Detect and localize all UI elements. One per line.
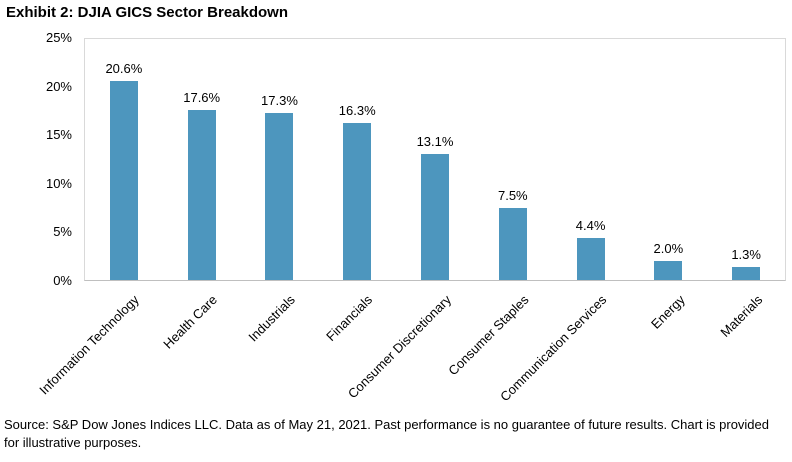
plot-slots: 20.6% 17.6% 17.3% 16.3% 13.1% 7.5% 4.4% 2.0% 1.3…: [85, 39, 785, 280]
bar-value-label: 7.5%: [497, 187, 528, 203]
bar-value-label: 17.6%: [183, 90, 221, 106]
bar-value-label: 20.6%: [105, 61, 143, 77]
bar-value-label: 2.0%: [653, 240, 684, 256]
bar-value-label: 4.4%: [575, 217, 606, 233]
bar-slot: 13.1%: [396, 39, 474, 280]
bar: [109, 81, 138, 280]
x-axis-label: Financials: [323, 292, 376, 344]
y-axis-tick-label: 25%: [45, 30, 72, 45]
x-axis-label: Energy: [647, 292, 688, 332]
bar: [265, 113, 294, 280]
bar-slot: 17.6%: [163, 39, 241, 280]
bar-slot: 20.6%: [85, 39, 163, 280]
x-axis-label: Materials: [717, 292, 766, 340]
bar-slot: 7.5%: [474, 39, 552, 280]
bar-slot: 1.3%: [707, 39, 785, 280]
bar-value-label: 17.3%: [261, 93, 298, 109]
source-note: Source: S&P Dow Jones Indices LLC. Data …: [4, 417, 770, 451]
y-axis-tick-label: 10%: [45, 175, 72, 191]
bar-slot: 4.4%: [552, 39, 630, 280]
x-axis-label: Health Care: [159, 292, 220, 352]
bar: [576, 237, 605, 280]
x-axis-label: Consumer Staples: [445, 292, 532, 379]
bar: [732, 267, 761, 280]
bar-value-label: 16.3%: [338, 102, 376, 118]
y-axis-tick-label: 0%: [53, 273, 72, 288]
plot-area: 20.6% 17.6% 17.3% 16.3% 13.1% 7.5% 4.4% 2.0% 1.3…: [84, 38, 786, 281]
y-axis: 0% 5% 10% 15% 20% 25%: [0, 30, 72, 288]
bar-value-label: 1.3%: [731, 247, 761, 263]
bar-value-label: 13.1%: [416, 133, 454, 149]
x-axis-label: Information Technology: [36, 292, 142, 398]
bar: [654, 260, 683, 280]
x-axis: Information Technology Health Care Industr…: [36, 282, 786, 416]
bar: [421, 153, 450, 280]
y-axis-tick-label: 20%: [45, 78, 72, 94]
bar: [498, 207, 527, 280]
bar-slot: 17.3%: [241, 39, 319, 280]
bar-slot: 2.0%: [629, 39, 707, 280]
bar-slot: 16.3%: [318, 39, 396, 280]
bar: [343, 122, 372, 280]
chart-title: Exhibit 2: DJIA GICS Sector Breakdown: [6, 4, 289, 21]
y-axis-tick-label: 5%: [53, 224, 72, 240]
x-axis-label: Industrials: [245, 292, 298, 345]
bar: [187, 110, 216, 280]
y-axis-tick-label: 15%: [45, 127, 72, 143]
